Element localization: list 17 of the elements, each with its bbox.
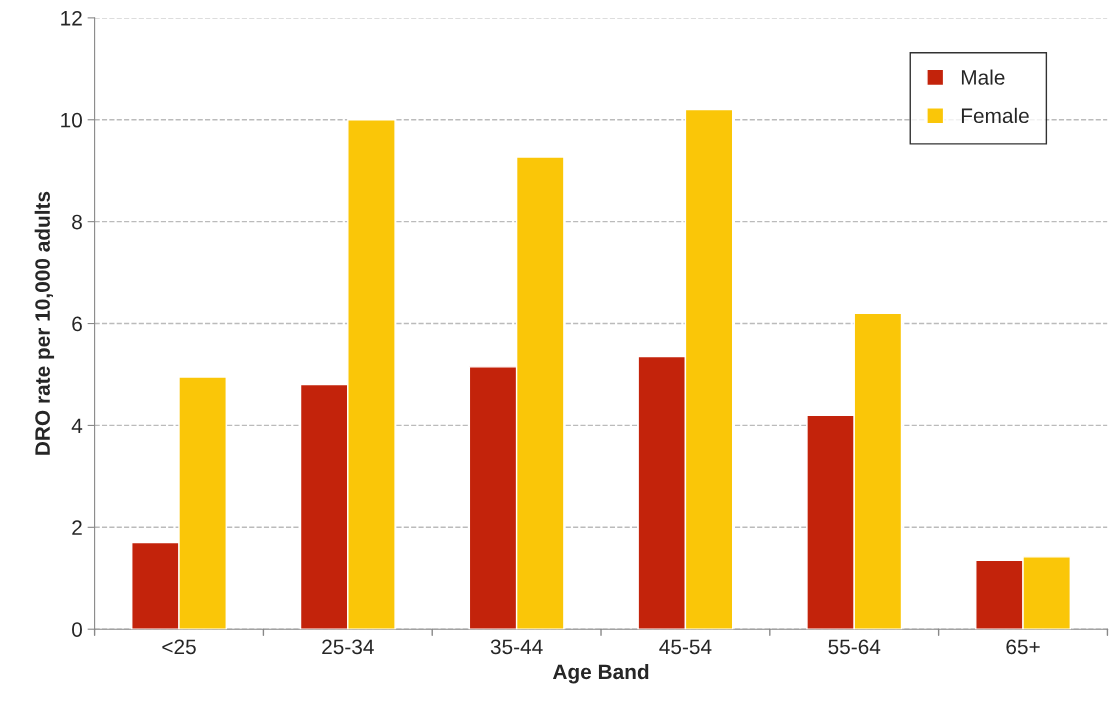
y-tick-label: 12 (61, 10, 82, 26)
y-tick-label: 8 (72, 214, 82, 230)
y-tick-label: 0 (72, 622, 82, 637)
legend-label: Male (961, 69, 1005, 85)
y-tick-label: 6 (72, 316, 82, 332)
y-axis-title: DRO rate per 10,000 adults (34, 191, 55, 455)
x-tick-label: <25 (162, 639, 196, 655)
x-tick-label: 35-44 (490, 639, 543, 655)
y-tick-label: 4 (71, 418, 83, 433)
x-axis-title: Age Band (552, 663, 649, 684)
legend-label: Female (961, 107, 1029, 124)
x-tick-label: 65+ (1006, 639, 1040, 655)
y-tick-label: 2 (72, 520, 82, 535)
x-tick-label: 25-34 (322, 639, 374, 655)
x-tick-label: 45-54 (659, 639, 712, 655)
y-tick-label: 10 (61, 112, 82, 128)
x-tick-label: 55-64 (828, 639, 881, 655)
